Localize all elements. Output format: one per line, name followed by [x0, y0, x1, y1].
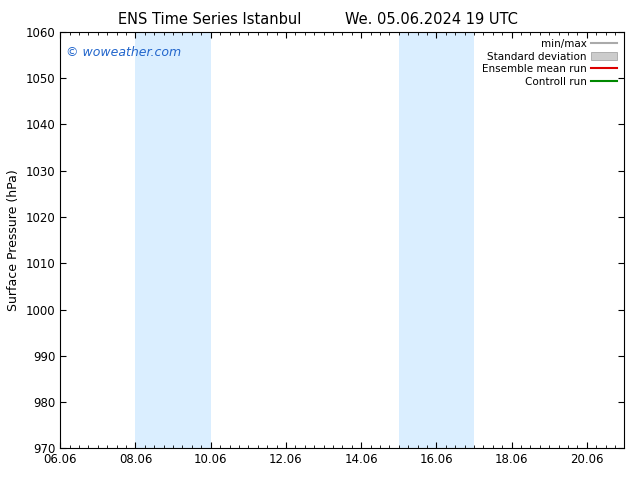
- Bar: [136, 32, 210, 448]
- Bar: [399, 32, 474, 448]
- Text: © woweather.com: © woweather.com: [66, 47, 181, 59]
- Text: ENS Time Series Istanbul: ENS Time Series Istanbul: [117, 12, 301, 27]
- Y-axis label: Surface Pressure (hPa): Surface Pressure (hPa): [7, 169, 20, 311]
- Legend: min/max, Standard deviation, Ensemble mean run, Controll run: min/max, Standard deviation, Ensemble me…: [480, 37, 619, 89]
- Text: We. 05.06.2024 19 UTC: We. 05.06.2024 19 UTC: [345, 12, 517, 27]
